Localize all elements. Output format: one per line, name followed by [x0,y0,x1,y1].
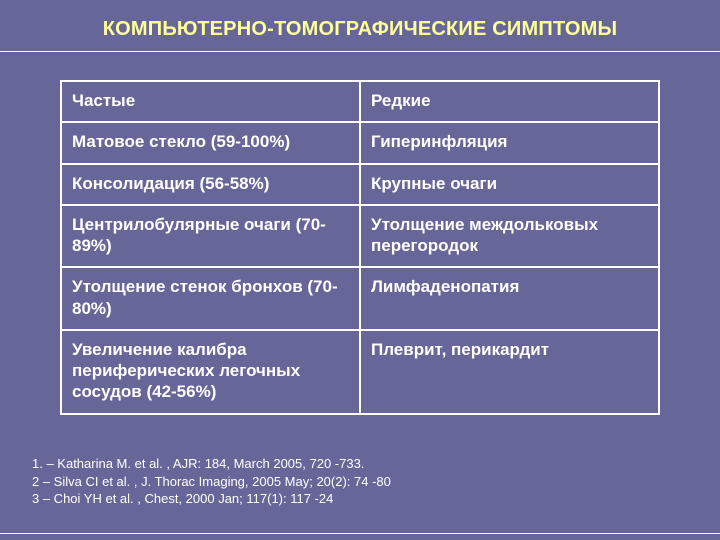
col-header-frequent: Частые [61,81,360,122]
cell-rare: Утолщение междольковых перегородок [360,205,659,268]
table-row: Консолидация (56-58%) Крупные очаги [61,164,659,205]
cell-frequent: Центрилобулярные очаги (70-89%) [61,205,360,268]
cell-frequent: Матовое стекло (59-100%) [61,122,360,163]
cell-rare: Лимфаденопатия [360,267,659,330]
table-row: Утолщение стенок бронхов (70-80%) Лимфад… [61,267,659,330]
table-row: Увеличение калибра периферических легочн… [61,330,659,414]
divider-top [0,51,720,52]
cell-frequent: Консолидация (56-58%) [61,164,360,205]
cell-frequent: Увеличение калибра периферических легочн… [61,330,360,414]
references: 1. – Katharina M. et al. , AJR: 184, Mar… [32,455,391,508]
table-header-row: Частые Редкие [61,81,659,122]
symptoms-table-wrap: Частые Редкие Матовое стекло (59-100%) Г… [60,80,660,415]
table-row: Матовое стекло (59-100%) Гиперинфляция [61,122,659,163]
title-wrap: КОМПЬЮТЕРНО-ТОМОГРАФИЧЕСКИЕ СИМПТОМЫ [0,0,720,41]
cell-rare: Плеврит, перикардит [360,330,659,414]
divider-bottom [0,533,720,534]
reference-line: 1. – Katharina M. et al. , AJR: 184, Mar… [32,455,391,473]
col-header-rare: Редкие [360,81,659,122]
symptoms-table: Частые Редкие Матовое стекло (59-100%) Г… [60,80,660,415]
reference-line: 3 – Choi YH et al. , Chest, 2000 Jan; 11… [32,490,391,508]
reference-line: 2 – Silva CI et al. , J. Thorac Imaging,… [32,473,391,491]
cell-rare: Гиперинфляция [360,122,659,163]
cell-frequent: Утолщение стенок бронхов (70-80%) [61,267,360,330]
slide-title: КОМПЬЮТЕРНО-ТОМОГРАФИЧЕСКИЕ СИМПТОМЫ [0,18,720,41]
table-row: Центрилобулярные очаги (70-89%) Утолщени… [61,205,659,268]
cell-rare: Крупные очаги [360,164,659,205]
